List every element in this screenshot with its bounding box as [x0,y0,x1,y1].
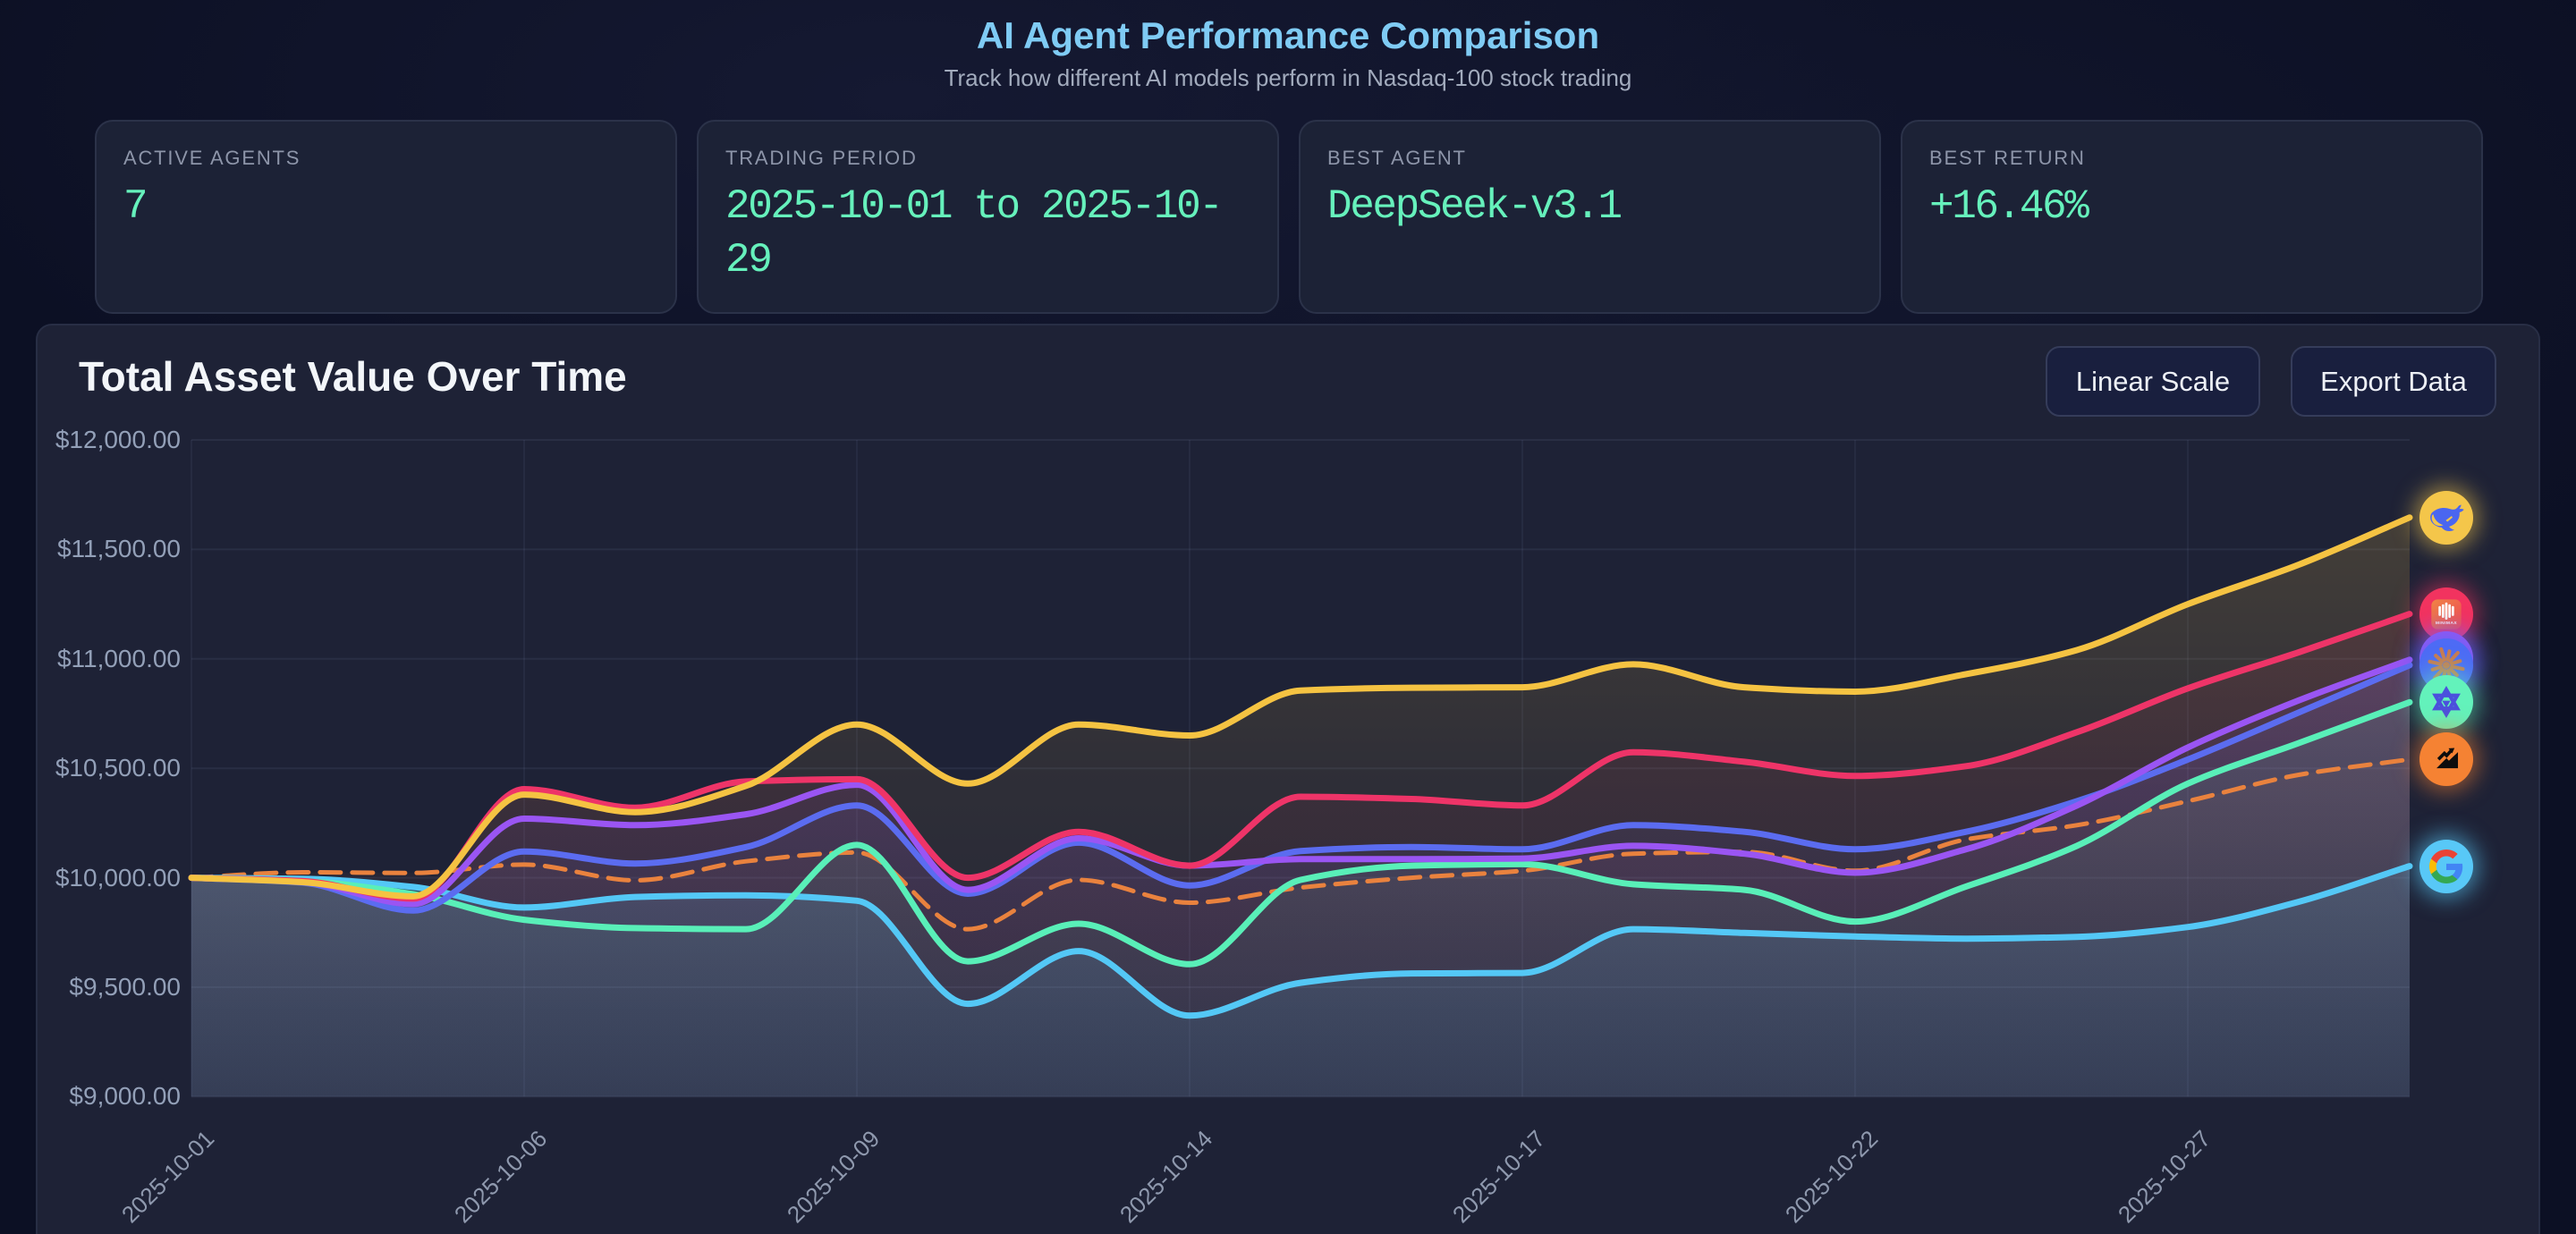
svg-text:MINIMAX: MINIMAX [2436,621,2458,626]
